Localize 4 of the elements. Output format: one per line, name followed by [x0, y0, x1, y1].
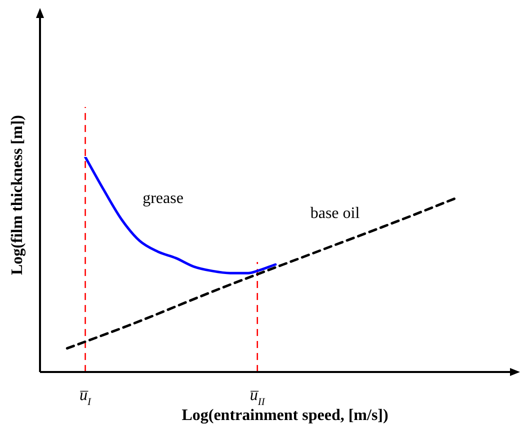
- x-axis-title: Log(entrainment speed, [m/s]): [182, 407, 388, 424]
- series-label: base oil: [310, 205, 360, 222]
- y-axis-title: Log(film thickness [m]): [9, 115, 26, 275]
- series-label: grease: [142, 190, 184, 207]
